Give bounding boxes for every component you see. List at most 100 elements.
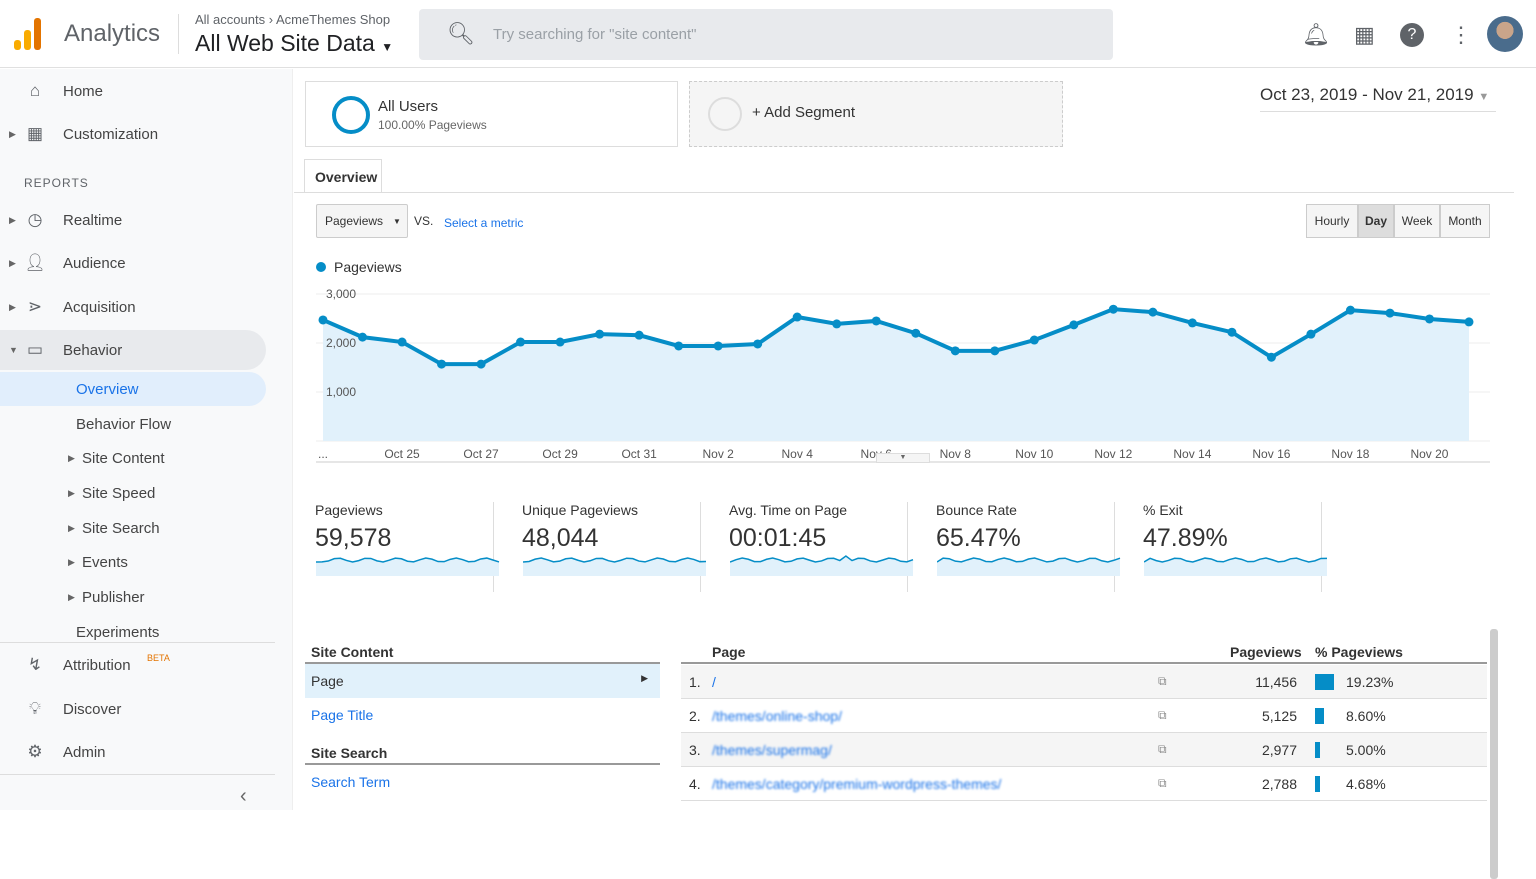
metric-label: Bounce Rate [936, 502, 1017, 518]
page-link[interactable]: / [712, 673, 716, 690]
sidebar: ⌂ Home ▶ ▦ Customization REPORTS ▶ ◷ Realtime… [0, 69, 293, 810]
data-point[interactable] [753, 339, 763, 349]
data-point[interactable] [1069, 320, 1079, 330]
page-link[interactable]: /themes/supermag/ [712, 741, 832, 758]
attribution-icon: ↯ [27, 655, 43, 674]
pct-bar [1315, 708, 1324, 724]
scrollbar[interactable] [1490, 629, 1498, 879]
more-vert-icon[interactable]: ⋮ [1450, 22, 1472, 47]
sidebar-sub-behavior-flow[interactable]: Behavior Flow [0, 407, 266, 441]
data-point[interactable] [713, 341, 723, 351]
data-point[interactable] [1187, 318, 1197, 328]
sidebar-item-acquisition[interactable]: ▶ ⋗ Acquisition [0, 287, 266, 327]
metric-4[interactable]: % Exit 47.89% [1122, 502, 1328, 592]
data-point[interactable] [555, 337, 565, 347]
date-range-picker[interactable]: Oct 23, 2019 - Nov 21, 2019 ▼ [1260, 85, 1496, 112]
select-metric-link[interactable]: Select a metric [444, 216, 524, 230]
sidebar-item-customization[interactable]: ▶ ▦ Customization [0, 114, 266, 154]
data-point[interactable] [1029, 335, 1039, 345]
metric-1[interactable]: Unique Pageviews 48,044 [501, 502, 707, 592]
sidebar-item-discover[interactable]: 💡︎ Discover [0, 689, 266, 729]
data-point[interactable] [950, 346, 960, 356]
avatar[interactable] [1487, 16, 1523, 52]
dimension-search-term[interactable]: Search Term [311, 774, 391, 790]
x-tick-label: Oct 31 [621, 447, 657, 461]
property-link[interactable]: AcmeThemes Shop [275, 12, 391, 27]
sidebar-sub-site-speed[interactable]: ▶ Site Speed [0, 476, 266, 510]
sidebar-sub-site-search[interactable]: ▶ Site Search [0, 511, 266, 545]
data-point[interactable] [1227, 327, 1237, 337]
metric-3[interactable]: Bounce Rate 65.47% [915, 502, 1121, 592]
sidebar-sub-events[interactable]: ▶ Events [0, 545, 266, 579]
sidebar-item-admin[interactable]: ⚙ Admin [0, 732, 266, 772]
label: Discover [63, 700, 122, 718]
metric-select[interactable]: Pageviews ▼ [316, 204, 408, 238]
data-point[interactable] [516, 337, 526, 347]
chart-collapse-handle[interactable]: ▼ [876, 453, 930, 463]
data-point[interactable] [634, 330, 644, 340]
day-button[interactable]: Day [1358, 204, 1394, 238]
data-point[interactable] [595, 329, 605, 339]
data-point[interactable] [1108, 304, 1118, 314]
accounts-link[interactable]: All accounts [195, 12, 266, 27]
week-button[interactable]: Week [1394, 204, 1440, 238]
bell-icon[interactable]: 🔔︎ [1302, 22, 1330, 47]
data-point[interactable] [990, 346, 1000, 356]
search-input[interactable]: 🔍︎ Try searching for "site content" [419, 9, 1113, 60]
data-point[interactable] [792, 312, 802, 322]
view-selector[interactable]: All Web Site Data ▼ [195, 30, 393, 57]
sidebar-sub-experiments[interactable]: Experiments [0, 615, 266, 649]
data-point[interactable] [674, 341, 684, 351]
account-breadcrumb[interactable]: All accounts › AcmeThemes Shop [195, 12, 391, 27]
metric-2[interactable]: Avg. Time on Page 00:01:45 [708, 502, 914, 592]
metric-0[interactable]: Pageviews 59,578 [294, 502, 500, 592]
label: Acquisition [63, 298, 136, 316]
help-icon[interactable]: ? [1400, 23, 1424, 47]
data-point[interactable] [1148, 307, 1158, 317]
collapse-sidebar-icon[interactable]: ‹ [240, 785, 247, 807]
sidebar-item-attribution[interactable]: ↯ Attribution BETA [0, 645, 266, 685]
col-page[interactable]: Page [712, 644, 746, 660]
sidebar-sub-publisher[interactable]: ▶ Publisher [0, 580, 266, 614]
sidebar-sub-site-content[interactable]: ▶ Site Content [0, 441, 266, 475]
data-point[interactable] [1385, 308, 1395, 318]
sidebar-item-home[interactable]: ⌂ Home [0, 71, 266, 111]
col-pct-pageviews[interactable]: % Pageviews [1315, 644, 1403, 660]
month-button[interactable]: Month [1440, 204, 1490, 238]
hourly-button[interactable]: Hourly [1306, 204, 1358, 238]
open-page-icon[interactable]: ⧉ [1158, 742, 1167, 756]
segment-all-users[interactable]: All Users 100.00% Pageviews [305, 81, 678, 147]
page-link[interactable]: /themes/category/premium-wordpress-theme… [712, 775, 1002, 792]
sidebar-item-behavior[interactable]: ▼ ▭ Behavior [0, 330, 266, 370]
data-point[interactable] [1266, 352, 1276, 362]
data-point[interactable] [397, 337, 407, 347]
add-segment-button[interactable]: + Add Segment [689, 81, 1063, 147]
metric-label: % Exit [1143, 502, 1183, 518]
col-pageviews[interactable]: Pageviews [1230, 644, 1302, 660]
tab-overview[interactable]: Overview [304, 159, 382, 193]
open-page-icon[interactable]: ⧉ [1158, 674, 1167, 688]
data-point[interactable] [476, 359, 486, 369]
view-name: All Web Site Data [195, 30, 375, 56]
pct-bar [1315, 674, 1335, 690]
pct-value: 19.23% [1346, 673, 1394, 690]
data-point[interactable] [832, 319, 842, 329]
sidebar-sub-overview[interactable]: Overview [0, 372, 266, 406]
dimension-page-title[interactable]: Page Title [311, 707, 374, 723]
data-point[interactable] [911, 328, 921, 338]
apps-grid-icon[interactable]: ▦ [1354, 22, 1375, 47]
data-point[interactable] [358, 332, 368, 342]
data-point[interactable] [318, 315, 328, 325]
open-page-icon[interactable]: ⧉ [1158, 708, 1167, 722]
sidebar-item-audience[interactable]: ▶ 👤︎ Audience [0, 243, 266, 283]
dimension-page[interactable]: Page ▶ [305, 664, 660, 698]
open-page-icon[interactable]: ⧉ [1158, 776, 1167, 790]
data-point[interactable] [1464, 317, 1474, 327]
data-point[interactable] [1306, 329, 1316, 339]
data-point[interactable] [1345, 305, 1355, 315]
data-point[interactable] [1424, 314, 1434, 324]
data-point[interactable] [437, 359, 447, 369]
page-link[interactable]: /themes/online-shop/ [712, 707, 842, 724]
sidebar-item-realtime[interactable]: ▶ ◷ Realtime [0, 200, 266, 240]
data-point[interactable] [871, 316, 881, 326]
